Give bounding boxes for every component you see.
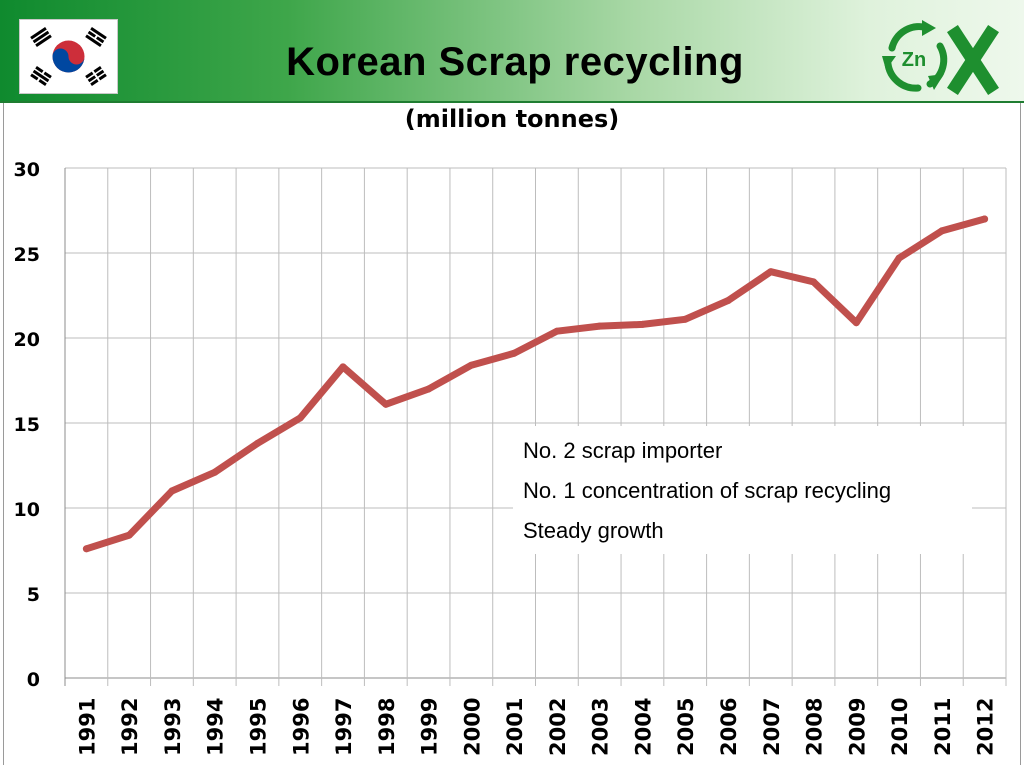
- x-tick-label: 2005: [674, 698, 698, 756]
- annotation-line-1: No. 2 scrap importer: [523, 438, 723, 463]
- data-point: [467, 361, 475, 369]
- x-tick-label: 2008: [803, 698, 827, 756]
- page-title: Korean Scrap recycling: [286, 40, 744, 84]
- data-point: [681, 315, 689, 323]
- data-point: [125, 531, 133, 539]
- data-point: [638, 320, 646, 328]
- y-tick-label: 20: [14, 329, 40, 351]
- x-tick-label: 1996: [289, 698, 313, 756]
- data-point: [211, 468, 219, 476]
- data-point: [296, 414, 304, 422]
- y-axis-tick-labels: 0 5 10 15 20 25 30: [14, 159, 40, 691]
- y-tick-label: 25: [14, 244, 40, 266]
- data-point: [425, 385, 433, 393]
- flag-frame: [19, 19, 118, 94]
- annotation-line-3: Steady growth: [523, 518, 664, 543]
- data-point: [382, 400, 390, 408]
- south-korea-flag-icon: [30, 26, 107, 87]
- logo-text: Zn: [902, 49, 926, 71]
- x-tick-label: 1992: [118, 698, 142, 756]
- data-point: [767, 268, 775, 276]
- x-tick-label: 1994: [204, 698, 228, 756]
- data-point: [852, 319, 860, 327]
- x-tick-label: 2007: [760, 698, 784, 756]
- series-line: [82, 215, 989, 553]
- data-point: [895, 254, 903, 262]
- data-point: [553, 327, 561, 335]
- data-point: [981, 215, 989, 223]
- x-tick-label: 2010: [888, 698, 912, 756]
- y-tick-label: 30: [14, 159, 40, 181]
- y-tick-label: 5: [27, 584, 40, 606]
- x-tick-label: 1993: [161, 698, 185, 756]
- grid: [64, 167, 1007, 686]
- data-point: [168, 487, 176, 495]
- annotation-box: No. 2 scrap importer No. 1 concentration…: [513, 426, 972, 554]
- x-tick-label: 2012: [974, 698, 998, 756]
- data-point: [510, 349, 518, 357]
- x-tick-label: 2001: [503, 698, 527, 756]
- data-point: [724, 297, 732, 305]
- x-tick-label: 2004: [631, 698, 655, 756]
- x-tick-label: 1997: [332, 698, 356, 756]
- data-point: [339, 363, 347, 371]
- annotation-line-2: No. 1 concentration of scrap recycling: [523, 478, 892, 503]
- x-tick-label: 1995: [246, 698, 270, 756]
- x-tick-label: 1998: [375, 698, 399, 756]
- data-point: [596, 322, 604, 330]
- y-tick-label: 15: [14, 414, 40, 436]
- slide-frame: [3, 103, 1021, 765]
- x-tick-label: 2009: [845, 698, 869, 756]
- x-tick-label: 2000: [460, 698, 484, 756]
- chart-title: (million tonnes): [404, 105, 620, 133]
- x-tick-label: 2011: [931, 698, 955, 756]
- data-point: [810, 278, 818, 286]
- slide-header: Korean Scrap recycling Zn: [0, 0, 1024, 103]
- logo: Zn: [878, 14, 1002, 98]
- x-tick-label: 2003: [589, 698, 613, 756]
- data-points: [82, 215, 989, 553]
- data-point: [938, 227, 946, 235]
- zinc-recycling-logo-icon: Zn: [882, 20, 999, 95]
- y-tick-label: 10: [14, 499, 40, 521]
- x-tick-label: 1999: [418, 698, 442, 756]
- data-point: [82, 545, 90, 553]
- data-point: [253, 439, 261, 447]
- x-axis-tick-labels: 1991 1992 1993 1994 1995 1996 1997 1998 1999 2000…: [75, 698, 997, 756]
- x-tick-label: 2002: [546, 698, 570, 756]
- y-tick-label: 0: [27, 669, 40, 691]
- x-tick-label: 1991: [75, 698, 99, 756]
- x-tick-label: 2006: [717, 698, 741, 756]
